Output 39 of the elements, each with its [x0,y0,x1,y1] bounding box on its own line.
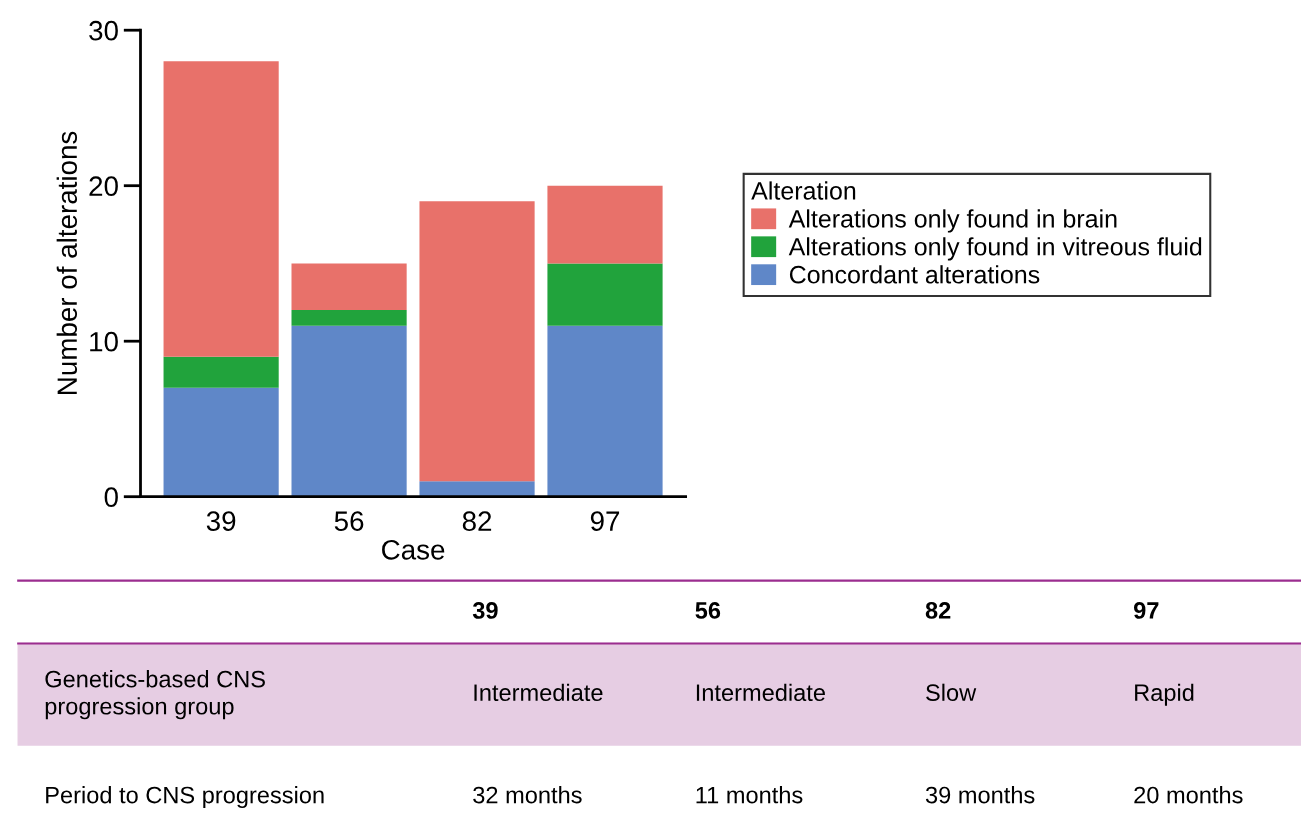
text: 39 months [925,786,1035,804]
y-tick-label: 30 [89,20,118,41]
x-axis-title: Case [382,539,445,560]
legend-label: Alterations only found in vitreous fluid [788,237,1202,261]
bar [547,325,663,497]
text: Slow [926,683,977,702]
legend-title: Alteration [751,181,856,200]
bar [547,185,663,264]
bar [291,325,407,497]
x-tick-label: 82 [462,511,492,531]
y-axis-title: Number of alterations [56,131,78,394]
y-tick-label: 0 [104,487,118,508]
text: 82 [925,602,951,619]
text: Rapid [1135,683,1194,706]
text: 56 [695,602,721,619]
y-tick-label: 20 [89,176,118,197]
x-tick-label: 39 [206,511,236,531]
text: 32 months [473,786,582,804]
text: 39 [472,602,498,619]
text: 20 months [1134,786,1243,804]
bar [163,61,279,357]
y-tick-label: 10 [90,331,118,352]
bar [163,387,279,497]
legend-label: Concordant alterations [789,265,1040,284]
legend-label: Alterations only found in brain [788,209,1117,233]
text: Period to CNS progression [46,786,324,809]
text: Intermediate [474,683,603,702]
bar [163,356,279,388]
text: Intermediate [696,683,825,702]
text: Genetics-based CNS progression group [45,670,265,720]
text: 11 months [696,786,803,804]
x-tick-label: 56 [334,511,364,531]
x-tick-label: 97 [590,511,620,531]
bar [419,201,535,482]
text: 97 [1133,602,1159,619]
bar [547,263,663,326]
bar [291,263,407,311]
bar [291,310,407,326]
bar [419,481,535,497]
